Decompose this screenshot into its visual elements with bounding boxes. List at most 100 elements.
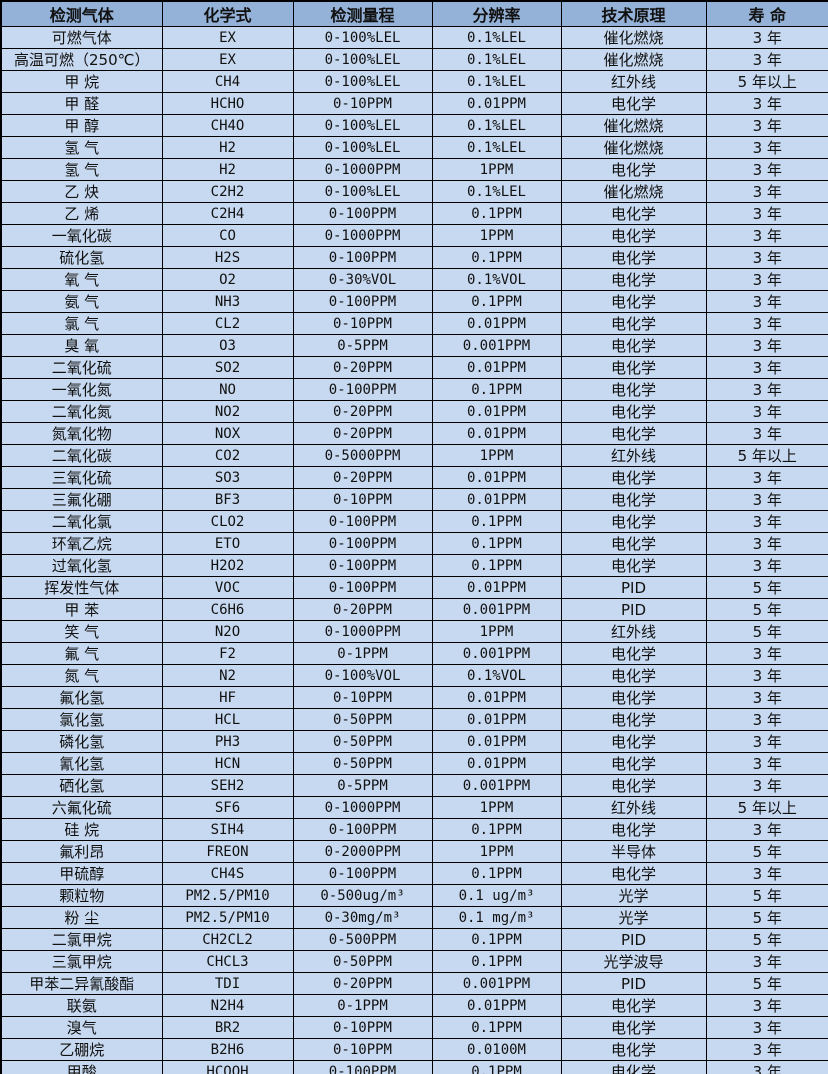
col-header-principle: 技术原理 bbox=[560, 0, 707, 27]
cell-resolution: 0.01PPM bbox=[431, 686, 562, 709]
table-row: 甲 烷 CH4 0-100%LEL 0.1%LEL 红外线 5 年以上 bbox=[0, 70, 828, 93]
cell-formula: FREON bbox=[161, 840, 294, 863]
cell-lifespan: 3 年 bbox=[705, 818, 828, 841]
cell-lifespan: 3 年 bbox=[705, 224, 828, 247]
cell-resolution: 0.01PPM bbox=[431, 576, 562, 599]
cell-lifespan: 3 年 bbox=[705, 48, 828, 71]
cell-lifespan: 5 年 bbox=[705, 840, 828, 863]
cell-formula: EX bbox=[161, 48, 294, 71]
table-row: 甲苯二异氰酸酯 TDI 0-20PPM 0.001PPM PID 5 年 bbox=[0, 972, 828, 995]
cell-formula: CH4 bbox=[161, 70, 294, 93]
table-row: 溴气 BR2 0-10PPM 0.1PPM 电化学 3 年 bbox=[0, 1016, 828, 1039]
cell-principle: 电化学 bbox=[560, 730, 707, 753]
cell-resolution: 0.01PPM bbox=[431, 730, 562, 753]
cell-gas: 一氧化氮 bbox=[0, 378, 163, 401]
table-body: 可燃气体 EX 0-100%LEL 0.1%LEL 催化燃烧 3 年高温可燃（250℃） E… bbox=[0, 26, 828, 1074]
cell-lifespan: 5 年 bbox=[705, 884, 828, 907]
cell-range: 0-100PPM bbox=[292, 378, 433, 401]
cell-lifespan: 3 年 bbox=[705, 92, 828, 115]
cell-lifespan: 3 年 bbox=[705, 1016, 828, 1039]
table-row: 硅 烷 SIH4 0-100PPM 0.1PPM 电化学 3 年 bbox=[0, 818, 828, 841]
cell-gas: 硒化氢 bbox=[0, 774, 163, 797]
cell-gas: 氮 气 bbox=[0, 664, 163, 687]
cell-formula: BF3 bbox=[161, 488, 294, 511]
cell-gas: 氨 气 bbox=[0, 290, 163, 313]
cell-lifespan: 3 年 bbox=[705, 862, 828, 885]
table-row: 氮氧化物 NOX 0-20PPM 0.01PPM 电化学 3 年 bbox=[0, 422, 828, 445]
table-row: 甲酸 HCOOH 0-100PPM 0.1PPM 电化学 3 年 bbox=[0, 1060, 828, 1074]
cell-range: 0-1PPM bbox=[292, 994, 433, 1017]
cell-gas: 氢 气 bbox=[0, 136, 163, 159]
cell-gas: 二氧化氮 bbox=[0, 400, 163, 423]
cell-principle: 电化学 bbox=[560, 708, 707, 731]
table-row: 磷化氢 PH3 0-50PPM 0.01PPM 电化学 3 年 bbox=[0, 730, 828, 753]
cell-lifespan: 3 年 bbox=[705, 950, 828, 973]
cell-resolution: 0.1%LEL bbox=[431, 26, 562, 49]
cell-gas: 三氟化硼 bbox=[0, 488, 163, 511]
cell-range: 0-1PPM bbox=[292, 642, 433, 665]
cell-principle: 电化学 bbox=[560, 312, 707, 335]
cell-formula: EX bbox=[161, 26, 294, 49]
cell-lifespan: 3 年 bbox=[705, 532, 828, 555]
cell-lifespan: 3 年 bbox=[705, 378, 828, 401]
cell-range: 0-100%LEL bbox=[292, 180, 433, 203]
cell-principle: 电化学 bbox=[560, 290, 707, 313]
cell-resolution: 0.1PPM bbox=[431, 202, 562, 225]
cell-principle: 电化学 bbox=[560, 422, 707, 445]
cell-formula: H2S bbox=[161, 246, 294, 269]
table-row: 氟 气 F2 0-1PPM 0.001PPM 电化学 3 年 bbox=[0, 642, 828, 665]
cell-formula: H2 bbox=[161, 158, 294, 181]
cell-resolution: 1PPM bbox=[431, 444, 562, 467]
cell-principle: 电化学 bbox=[560, 246, 707, 269]
cell-formula: PM2.5/PM10 bbox=[161, 906, 294, 929]
cell-gas: 甲 醛 bbox=[0, 92, 163, 115]
table-row: 可燃气体 EX 0-100%LEL 0.1%LEL 催化燃烧 3 年 bbox=[0, 26, 828, 49]
cell-gas: 六氟化硫 bbox=[0, 796, 163, 819]
cell-lifespan: 5 年 bbox=[705, 576, 828, 599]
cell-lifespan: 3 年 bbox=[705, 510, 828, 533]
cell-lifespan: 3 年 bbox=[705, 686, 828, 709]
cell-principle: 电化学 bbox=[560, 92, 707, 115]
cell-principle: 电化学 bbox=[560, 1060, 707, 1074]
cell-range: 0-50PPM bbox=[292, 950, 433, 973]
cell-range: 0-50PPM bbox=[292, 730, 433, 753]
cell-formula: CH2CL2 bbox=[161, 928, 294, 951]
cell-lifespan: 3 年 bbox=[705, 334, 828, 357]
table-row: 氨 气 NH3 0-100PPM 0.1PPM 电化学 3 年 bbox=[0, 290, 828, 313]
table-row: 二氧化碳 CO2 0-5000PPM 1PPM 红外线 5 年以上 bbox=[0, 444, 828, 467]
cell-principle: 催化燃烧 bbox=[560, 48, 707, 71]
cell-range: 0-50PPM bbox=[292, 708, 433, 731]
cell-formula: C2H2 bbox=[161, 180, 294, 203]
cell-resolution: 0.1 ug/m³ bbox=[431, 884, 562, 907]
cell-formula: SIH4 bbox=[161, 818, 294, 841]
cell-principle: 催化燃烧 bbox=[560, 26, 707, 49]
cell-range: 0-100%LEL bbox=[292, 70, 433, 93]
table-row: 氟化氢 HF 0-10PPM 0.01PPM 电化学 3 年 bbox=[0, 686, 828, 709]
cell-range: 0-1000PPM bbox=[292, 620, 433, 643]
cell-gas: 颗粒物 bbox=[0, 884, 163, 907]
cell-principle: 电化学 bbox=[560, 994, 707, 1017]
table-row: 乙 炔 C2H2 0-100%LEL 0.1%LEL 催化燃烧 3 年 bbox=[0, 180, 828, 203]
cell-gas: 可燃气体 bbox=[0, 26, 163, 49]
cell-resolution: 0.01PPM bbox=[431, 356, 562, 379]
cell-lifespan: 3 年 bbox=[705, 1038, 828, 1061]
cell-resolution: 0.1%LEL bbox=[431, 180, 562, 203]
table-row: 一氧化碳 CO 0-1000PPM 1PPM 电化学 3 年 bbox=[0, 224, 828, 247]
table-row: 联氨 N2H4 0-1PPM 0.01PPM 电化学 3 年 bbox=[0, 994, 828, 1017]
cell-range: 0-100%LEL bbox=[292, 114, 433, 137]
cell-resolution: 0.1PPM bbox=[431, 378, 562, 401]
cell-lifespan: 5 年 bbox=[705, 598, 828, 621]
cell-resolution: 0.001PPM bbox=[431, 598, 562, 621]
cell-formula: ETO bbox=[161, 532, 294, 555]
cell-principle: 电化学 bbox=[560, 510, 707, 533]
cell-lifespan: 3 年 bbox=[705, 356, 828, 379]
cell-range: 0-5PPM bbox=[292, 334, 433, 357]
cell-lifespan: 3 年 bbox=[705, 730, 828, 753]
cell-range: 0-30mg/m³ bbox=[292, 906, 433, 929]
cell-range: 0-10PPM bbox=[292, 686, 433, 709]
cell-resolution: 0.1 mg/m³ bbox=[431, 906, 562, 929]
cell-gas: 甲酸 bbox=[0, 1060, 163, 1074]
cell-formula: NH3 bbox=[161, 290, 294, 313]
table-row: 颗粒物 PM2.5/PM10 0-500ug/m³ 0.1 ug/m³ 光学 5 年 bbox=[0, 884, 828, 907]
cell-formula: TDI bbox=[161, 972, 294, 995]
